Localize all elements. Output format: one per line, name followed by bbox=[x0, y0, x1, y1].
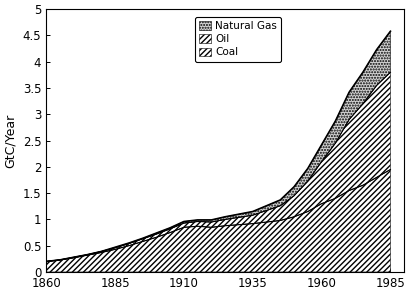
Y-axis label: GtC/Year: GtC/Year bbox=[4, 113, 17, 168]
Legend: Natural Gas, Oil, Coal: Natural Gas, Oil, Coal bbox=[195, 17, 282, 61]
